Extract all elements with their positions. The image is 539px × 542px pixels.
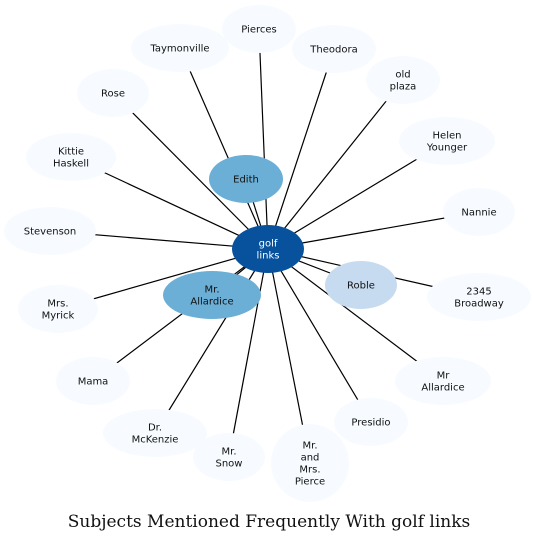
- node-roble: Roble: [325, 261, 397, 309]
- node-mr-snow: Mr.Snow: [193, 433, 265, 481]
- node-center-label: links: [257, 251, 280, 262]
- node-presidio: Presidio: [334, 398, 408, 446]
- node-mr-and-mrs-pierce-label: Pierce: [295, 477, 325, 488]
- node-old-plaza-ellipse: [366, 56, 440, 104]
- node-theodora: Theodora: [292, 25, 376, 73]
- node-mr-snow-label: Snow: [216, 459, 243, 470]
- node-mr-allardice-strong-label: Mr.: [205, 285, 220, 296]
- node-stevenson-ellipse: [4, 207, 96, 255]
- node-mr-allardice-light-label: Allardice: [421, 383, 464, 394]
- node-helen-younger-label: Younger: [426, 143, 468, 154]
- node-rose: Rose: [77, 69, 149, 117]
- edge-rose: [112, 92, 269, 250]
- node-nannie-ellipse: [443, 188, 515, 236]
- node-dr-mckenzie-ellipse: [103, 409, 207, 457]
- node-roble-label: Roble: [347, 281, 375, 292]
- node-mrs-myrick-label: Mrs.: [47, 299, 68, 310]
- node-kittie-haskell-label: Kittie: [58, 147, 84, 158]
- node-presidio-label: Presidio: [351, 418, 390, 429]
- node-mr-allardice-strong-label: Allardice: [190, 297, 233, 308]
- node-taymonville-ellipse: [131, 24, 229, 72]
- node-mr-allardice-light-ellipse: [395, 357, 491, 405]
- node-dr-mckenzie-label: Dr.: [148, 423, 162, 434]
- node-dr-mckenzie: Dr.McKenzie: [103, 409, 207, 457]
- node-mr-and-mrs-pierce-label: Mrs.: [299, 465, 320, 476]
- node-mama: Mama: [56, 357, 130, 405]
- node-mr-allardice-strong: Mr.Allardice: [163, 271, 261, 319]
- node-pierces-label: Pierces: [241, 25, 277, 36]
- node-rose-ellipse: [77, 69, 149, 117]
- node-mr-allardice-strong-ellipse: [163, 271, 261, 319]
- node-mr-allardice-light-label: Mr: [437, 371, 451, 382]
- diagram-title: Subjects Mentioned Frequently With golf …: [68, 512, 471, 532]
- node-stevenson-label: Stevenson: [24, 227, 77, 238]
- edge-theodora: [267, 48, 335, 250]
- node-old-plaza-label: plaza: [390, 82, 417, 93]
- node-mrs-myrick-label: Myrick: [42, 311, 75, 322]
- edge-mr-allardice-light: [267, 248, 444, 382]
- node-nannie-label: Nannie: [461, 208, 496, 219]
- node-roble-ellipse: [325, 261, 397, 309]
- node-mama-label: Mama: [78, 377, 109, 388]
- edge-pierces: [258, 28, 269, 250]
- node-kittie-haskell-ellipse: [26, 133, 116, 181]
- node-helen-younger-ellipse: [399, 117, 495, 165]
- node-center-ellipse: [232, 225, 304, 273]
- node-mr-and-mrs-pierce-ellipse: [271, 424, 349, 502]
- node-mrs-myrick-ellipse: [18, 285, 98, 333]
- node-2345-broadway-ellipse: [427, 273, 531, 321]
- node-mr-and-mrs-pierce-label: Mr.: [303, 441, 318, 452]
- node-edith: Edith: [209, 155, 283, 203]
- node-nannie: Nannie: [443, 188, 515, 236]
- edge-nannie: [267, 211, 480, 250]
- node-taymonville-label: Taymonville: [149, 44, 209, 55]
- node-theodora-label: Theodora: [309, 45, 357, 56]
- node-edith-label: Edith: [233, 175, 259, 186]
- node-mr-snow-ellipse: [193, 433, 265, 481]
- node-dr-mckenzie-label: McKenzie: [132, 435, 179, 446]
- node-pierces-ellipse: [222, 5, 296, 53]
- node-helen-younger-label: Helen: [433, 131, 462, 142]
- node-2345-broadway-label: 2345: [466, 287, 491, 298]
- node-edith-ellipse: [209, 155, 283, 203]
- node-stevenson: Stevenson: [4, 207, 96, 255]
- node-presidio-ellipse: [334, 398, 408, 446]
- edge-mr-snow: [228, 248, 269, 458]
- edge-taymonville: [179, 47, 269, 250]
- node-kittie-haskell-label: Haskell: [53, 159, 89, 170]
- node-pierces: Pierces: [222, 5, 296, 53]
- node-taymonville: Taymonville: [131, 24, 229, 72]
- node-mama-ellipse: [56, 357, 130, 405]
- edge-old-plaza: [267, 79, 404, 250]
- node-center-label: golf: [259, 239, 278, 250]
- edge-mama: [92, 248, 269, 382]
- node-mr-and-mrs-pierce-label: and: [301, 453, 320, 464]
- node-rose-label: Rose: [101, 89, 125, 100]
- node-mrs-myrick: Mrs.Myrick: [18, 285, 98, 333]
- node-old-plaza-label: old: [395, 70, 410, 81]
- edge-presidio: [267, 248, 372, 423]
- node-mr-snow-label: Mr.: [222, 447, 237, 458]
- node-2345-broadway-label: Broadway: [454, 299, 504, 310]
- node-theodora-ellipse: [292, 25, 376, 73]
